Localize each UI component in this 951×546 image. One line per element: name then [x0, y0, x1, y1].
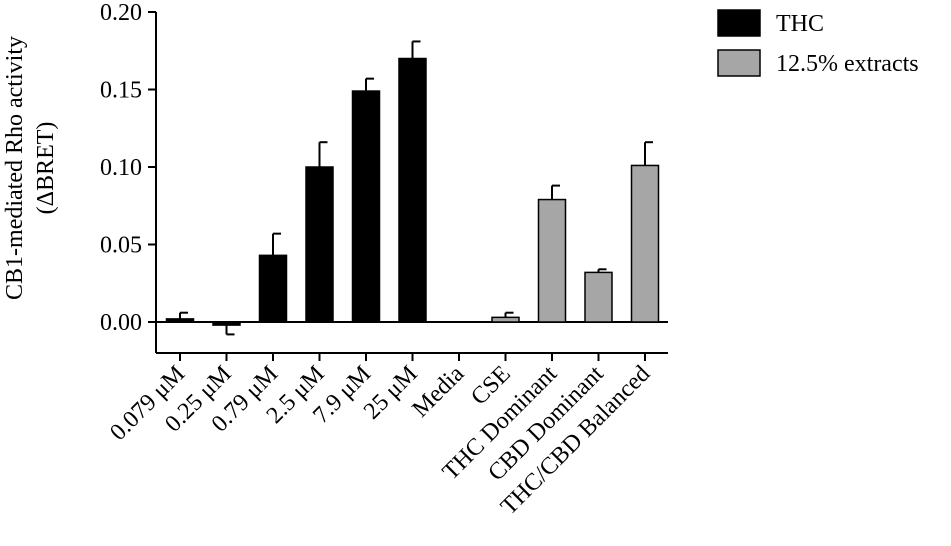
- bar: [537, 198, 567, 323]
- bar: [305, 166, 334, 323]
- y-axis-label-line-2: (ΔBRET): [33, 122, 59, 215]
- bar: [491, 316, 520, 323]
- x-tick-label: Media: [408, 361, 470, 423]
- y-tick-label: 0.15: [100, 78, 142, 104]
- bar: [165, 318, 195, 323]
- y-tick-label: 0.10: [100, 155, 142, 181]
- legend-swatch: [717, 9, 761, 37]
- legend-swatch: [717, 49, 761, 77]
- legend-label: THC: [776, 11, 824, 37]
- bar: [212, 321, 241, 326]
- y-tick-label: 0.20: [100, 0, 142, 26]
- bar: [630, 164, 660, 323]
- y-tick-label: 0.05: [100, 233, 142, 259]
- bar: [258, 254, 288, 323]
- legend: THC 12.5% extracts: [717, 9, 919, 77]
- bar: [398, 57, 427, 323]
- x-tick-label: 25 μM: [359, 361, 423, 425]
- y-axis-label-line-1: CB1-mediated Rho activity: [2, 36, 28, 300]
- legend-label: 12.5% extracts: [776, 51, 919, 77]
- bars: [165, 40, 660, 336]
- bar: [351, 90, 381, 323]
- bar: [584, 271, 613, 323]
- axes: 0.000.050.100.150.200.079 μM0.25 μM0.79 …: [100, 0, 668, 520]
- y-tick-label: 0.00: [100, 310, 142, 336]
- y-axis-label: CB1-mediated Rho activity (ΔBRET): [2, 36, 59, 300]
